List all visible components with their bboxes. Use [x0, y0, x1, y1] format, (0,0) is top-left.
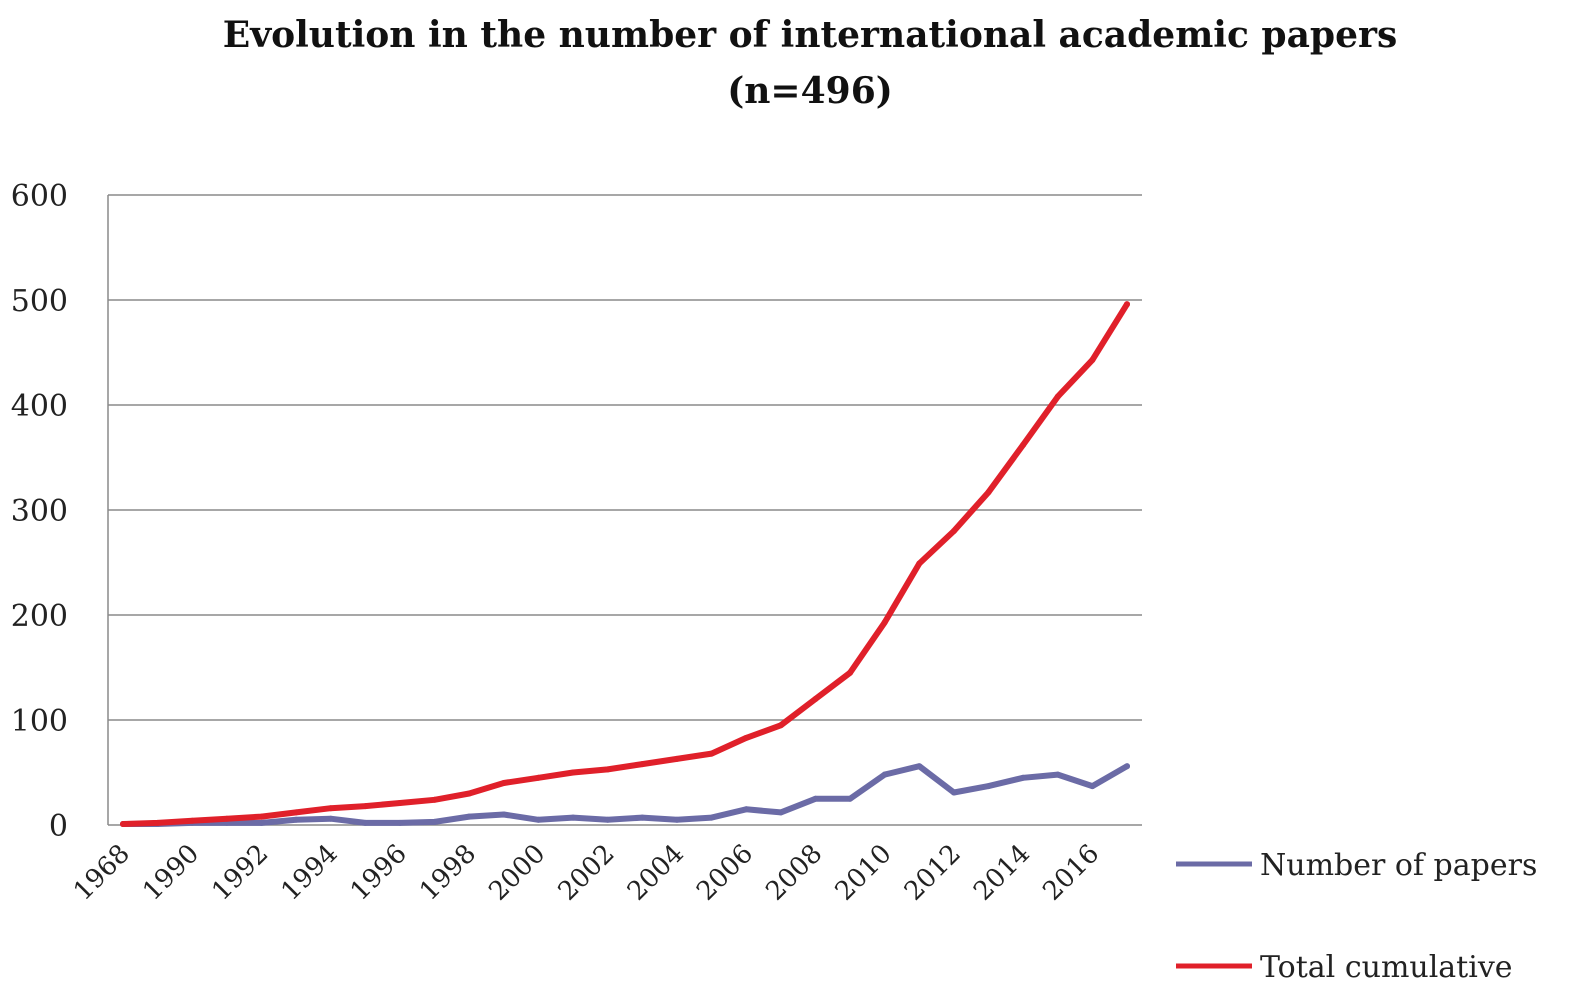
- data-point: [604, 766, 611, 773]
- data-point: [881, 771, 888, 778]
- data-point: [916, 560, 923, 567]
- data-point: [396, 799, 403, 806]
- data-point: [258, 819, 265, 826]
- data-point: [950, 789, 957, 796]
- data-point: [396, 819, 403, 826]
- data-point: [1054, 393, 1061, 400]
- legend-label: Total cumulative: [1260, 950, 1513, 985]
- data-point: [777, 809, 784, 816]
- data-point: [154, 819, 161, 826]
- y-tick-label: 500: [11, 284, 68, 319]
- y-tick-label: 100: [11, 704, 68, 739]
- x-tick-label: 1996: [345, 839, 413, 907]
- data-point: [293, 816, 300, 823]
- data-point: [708, 814, 715, 821]
- data-point: [985, 783, 992, 790]
- x-tick-label: 2000: [483, 839, 551, 907]
- data-point: [327, 805, 334, 812]
- data-point: [570, 769, 577, 776]
- data-point: [258, 813, 265, 820]
- data-point: [673, 816, 680, 823]
- x-tick-label: 1992: [206, 839, 274, 907]
- data-point: [1054, 771, 1061, 778]
- data-point: [466, 790, 473, 797]
- data-point: [604, 816, 611, 823]
- x-tick-label: 2014: [968, 839, 1036, 907]
- legend-label: Number of papers: [1260, 848, 1537, 883]
- data-point: [1020, 774, 1027, 781]
- data-point: [950, 528, 957, 534]
- data-point: [1089, 356, 1096, 363]
- y-tick-label: 300: [11, 494, 68, 529]
- data-point: [466, 813, 473, 820]
- x-tick-label: 2008: [760, 839, 828, 907]
- y-tick-label: 400: [11, 389, 68, 424]
- data-point: [743, 734, 750, 741]
- x-tick-label: 2012: [899, 839, 967, 907]
- data-point: [500, 780, 507, 786]
- x-tick-label: 2010: [830, 839, 898, 907]
- data-point: [812, 795, 819, 802]
- data-point: [708, 750, 715, 757]
- data-point: [916, 763, 923, 770]
- data-point: [535, 816, 542, 823]
- data-point: [535, 774, 542, 781]
- series-lines: [120, 301, 1130, 827]
- chart-title: Evolution in the number of international…: [222, 14, 1398, 56]
- x-tick-label: 2004: [622, 839, 690, 907]
- data-point: [639, 761, 646, 768]
- data-point: [673, 755, 680, 762]
- data-point: [1124, 301, 1130, 308]
- data-point: [1089, 783, 1096, 790]
- legend: Number of papers Total cumulative: [1176, 848, 1537, 985]
- data-point: [327, 815, 334, 822]
- data-point: [777, 722, 784, 729]
- data-point: [362, 803, 369, 810]
- y-tick-label: 200: [11, 599, 68, 634]
- data-point: [847, 669, 854, 676]
- data-point: [847, 795, 854, 802]
- series-line-2: [120, 301, 1130, 827]
- x-tick-label: 1994: [276, 839, 344, 907]
- data-point: [985, 489, 992, 496]
- data-point: [362, 819, 369, 826]
- x-axis-ticks: 1968 1990 1992 1994 1996 1998 2000 2002 2004 2006…: [68, 839, 1105, 907]
- x-tick-label: 2006: [691, 839, 759, 907]
- chart-subtitle: (n=496): [727, 70, 893, 112]
- data-point: [431, 818, 438, 825]
- data-point: [812, 696, 819, 702]
- x-tick-label: 1998: [414, 839, 482, 907]
- data-point: [639, 814, 646, 821]
- x-tick-label: 2016: [1037, 839, 1105, 907]
- data-point: [293, 809, 300, 816]
- data-point: [743, 806, 750, 813]
- data-point: [570, 814, 577, 821]
- data-point: [431, 796, 438, 803]
- data-point: [881, 619, 888, 626]
- data-point: [1020, 441, 1027, 448]
- y-tick-label: 600: [11, 179, 68, 214]
- data-point: [500, 811, 507, 818]
- data-point: [1124, 763, 1130, 770]
- data-point: [189, 817, 196, 824]
- x-tick-label: 2002: [553, 839, 621, 907]
- x-tick-label: 1968: [68, 839, 136, 907]
- gridlines: [108, 194, 1142, 721]
- data-point: [120, 820, 126, 827]
- data-point: [223, 815, 230, 822]
- axes: [107, 195, 1142, 826]
- x-tick-label: 1990: [137, 839, 205, 907]
- series-line-1: [120, 763, 1130, 827]
- y-axis-ticks: 0 100 200 300 400 500 600: [11, 179, 68, 844]
- y-tick-label: 0: [49, 809, 68, 844]
